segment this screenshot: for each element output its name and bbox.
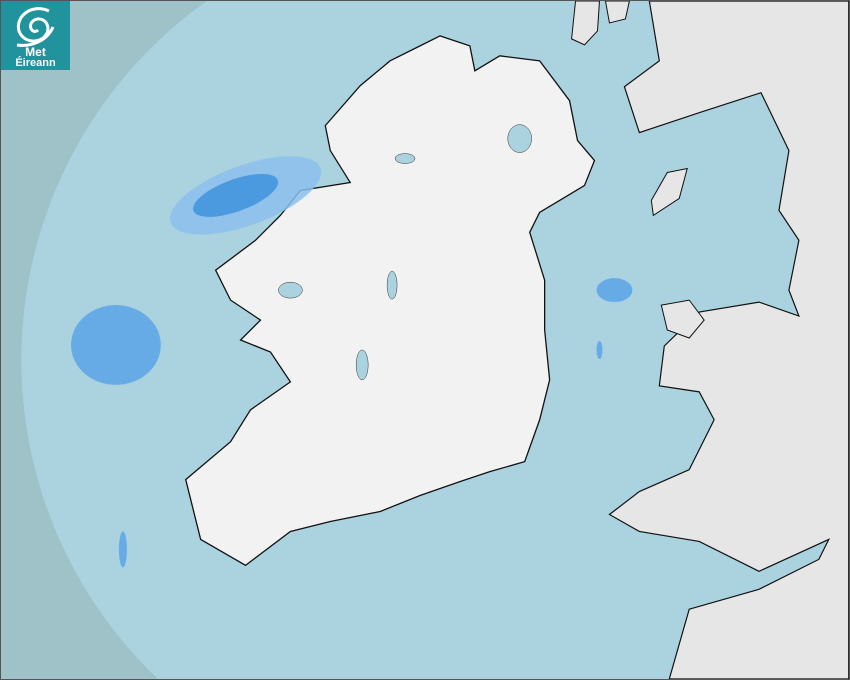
lough-derg (355, 349, 369, 381)
lough-neagh (507, 124, 532, 153)
rain-cell-south (118, 531, 127, 568)
rain-echoes (71, 156, 633, 568)
scottish-islands (571, 1, 600, 46)
lakes (278, 124, 532, 381)
rain-cell-east (596, 340, 603, 359)
logo-text-met: Met (25, 45, 46, 59)
rain-core-mayo (193, 173, 279, 217)
lough-erne (394, 153, 416, 164)
logo-text-eireann: Éireann (15, 57, 56, 69)
lough-ree (386, 270, 398, 300)
rain-area-atlantic (71, 305, 161, 385)
anglesey (660, 299, 705, 339)
rain-area-irish-sea (596, 278, 633, 303)
lough-corrib (278, 281, 303, 299)
met-eireann-logo: Met Éireann (1, 1, 70, 70)
great-britain-landmass (608, 1, 849, 679)
isle-of-man (650, 167, 688, 217)
scottish-islands-2 (604, 1, 630, 24)
swirl-logo-icon (16, 7, 55, 47)
